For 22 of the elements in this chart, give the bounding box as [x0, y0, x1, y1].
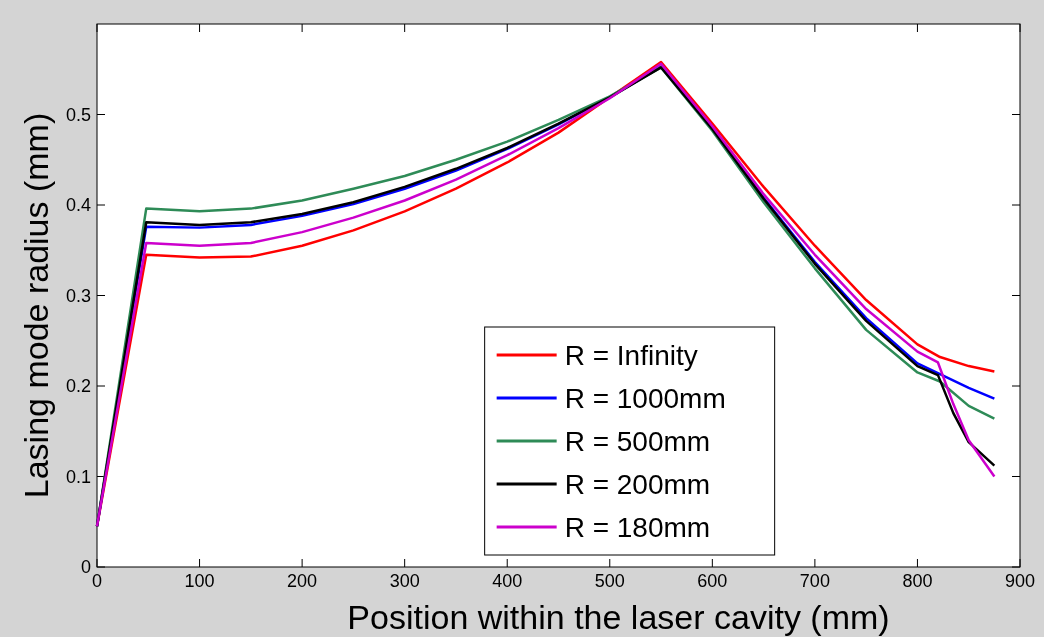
x-axis-title: Position within the laser cavity (mm)	[347, 598, 890, 636]
x-tick-label: 800	[902, 571, 933, 591]
y-tick-label: 0.2	[65, 376, 91, 397]
y-tick-label: 0.5	[65, 104, 91, 125]
x-tick-label: 600	[697, 571, 728, 591]
y-tick-label: 0.1	[65, 466, 91, 487]
y-axis-title: Lasing mode radius (mm)	[17, 112, 55, 499]
x-tick-label: 500	[594, 571, 625, 591]
y-tick-label: 0.4	[65, 195, 91, 216]
legend-label: R = 500mm	[564, 425, 711, 457]
x-tick-label: 300	[389, 571, 420, 591]
x-tick-label: 400	[492, 571, 523, 591]
x-tick-label: 100	[184, 571, 215, 591]
x-tick-label: 700	[799, 571, 830, 591]
legend-label: R = 1000mm	[564, 382, 726, 414]
y-tick-label: 0.3	[65, 285, 91, 306]
legend-label: R = 180mm	[564, 511, 711, 543]
x-tick-label: 200	[287, 571, 318, 591]
y-tick-label: 0	[80, 557, 91, 578]
legend-label: R = Infinity	[564, 339, 698, 371]
legend-label: R = 200mm	[564, 468, 711, 500]
x-tick-label: 900	[1004, 571, 1036, 591]
